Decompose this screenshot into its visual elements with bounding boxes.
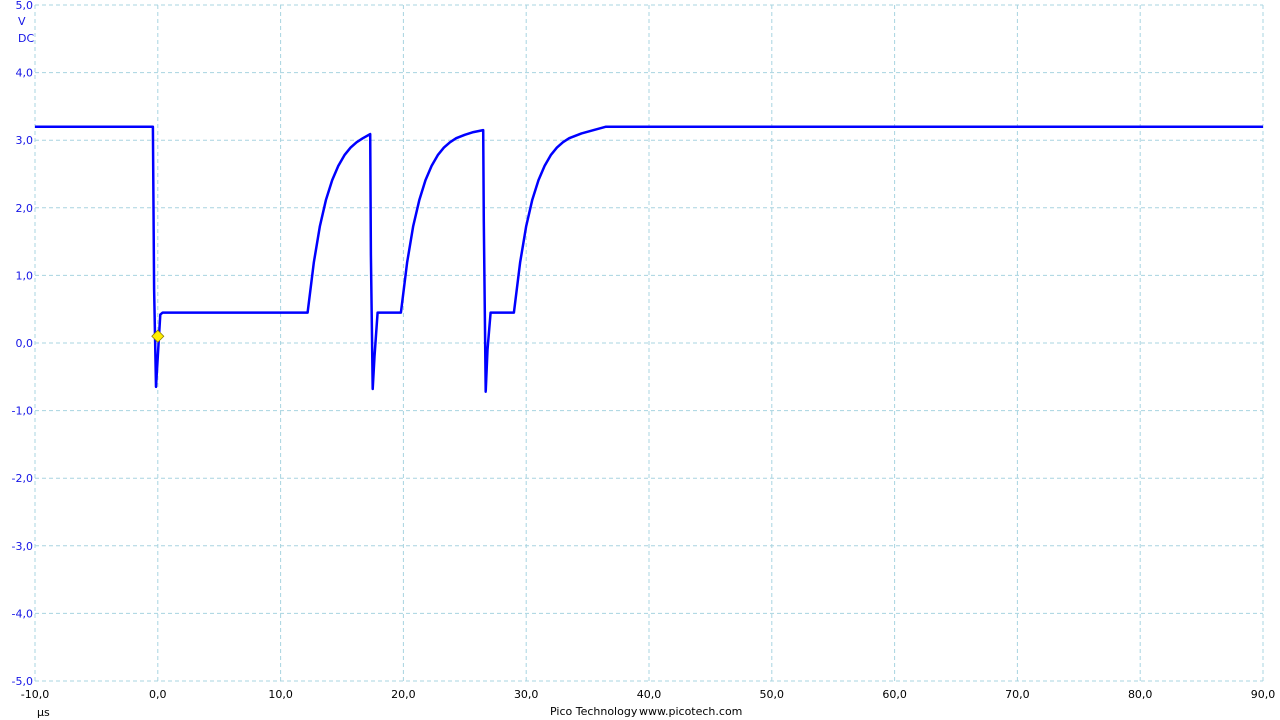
y-tick-label: -3,0: [12, 540, 33, 553]
x-tick-label: 70,0: [1005, 688, 1030, 701]
coupling-label: DC: [18, 32, 34, 45]
y-tick-label: 0,0: [16, 337, 34, 350]
y-tick-label: 4,0: [16, 67, 34, 80]
y-tick-label: -5,0: [12, 675, 33, 688]
x-tick-label: 80,0: [1128, 688, 1153, 701]
y-tick-label: -4,0: [12, 607, 33, 620]
channel-a-trace: [35, 125, 1263, 393]
footer-url: www.picotech.com: [639, 705, 742, 718]
x-tick-label: 10,0: [268, 688, 293, 701]
x-axis: -10,0 0,0 10,0 20,0 30,0 40,0 50,0 60,0 70,0 80,0…: [21, 688, 1275, 701]
x-tick-label: 30,0: [514, 688, 539, 701]
y-tick-label: -2,0: [12, 472, 33, 485]
y-tick-label: 5,0: [16, 0, 34, 12]
x-tick-label: 20,0: [391, 688, 416, 701]
x-tick-label: 40,0: [637, 688, 662, 701]
y-tick-label: 2,0: [16, 202, 34, 215]
x-tick-label: 50,0: [760, 688, 785, 701]
x-tick-label: -10,0: [21, 688, 49, 701]
grid: [34, 4, 1264, 682]
y-axis: 5,0 4,0 3,0 2,0 1,0 0,0 -1,0 -2,0 -3,0 -4,0 -5,0: [12, 0, 33, 688]
trigger-marker-icon[interactable]: [151, 329, 165, 343]
x-tick-label: 60,0: [882, 688, 907, 701]
footer-brand: Pico Technology: [550, 705, 638, 718]
y-unit-label: V: [18, 15, 26, 28]
y-tick-label: 1,0: [16, 269, 34, 282]
x-tick-label: 90,0: [1251, 688, 1276, 701]
y-tick-label: -1,0: [12, 405, 33, 418]
x-tick-label: 0,0: [149, 688, 167, 701]
y-tick-label: 3,0: [16, 134, 34, 147]
x-unit-label: µs: [37, 706, 50, 719]
